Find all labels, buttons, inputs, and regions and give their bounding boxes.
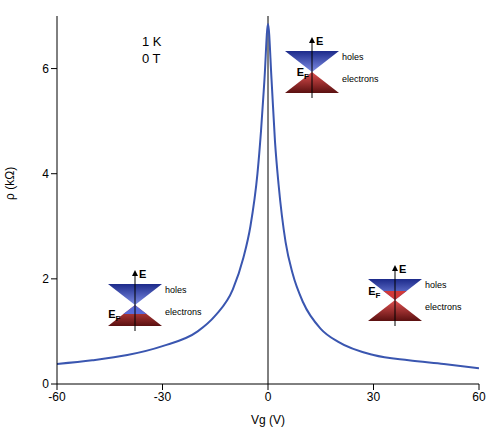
svg-text:30: 30 bbox=[367, 390, 381, 404]
svg-text:Vg (V): Vg (V) bbox=[251, 413, 285, 427]
svg-text:electrons: electrons bbox=[425, 302, 462, 312]
svg-text:2: 2 bbox=[42, 272, 49, 286]
svg-text:0: 0 bbox=[265, 390, 272, 404]
svg-text:EF: EF bbox=[108, 308, 120, 323]
svg-text:electrons: electrons bbox=[342, 74, 379, 84]
svg-text:0 T: 0 T bbox=[142, 51, 161, 66]
svg-text:holes: holes bbox=[342, 52, 364, 62]
svg-text:1 K: 1 K bbox=[142, 34, 162, 49]
svg-text:EF: EF bbox=[368, 285, 380, 300]
svg-text:0: 0 bbox=[42, 377, 49, 391]
svg-text:E: E bbox=[316, 35, 323, 47]
svg-text:holes: holes bbox=[425, 280, 447, 290]
svg-text:ρ (kΩ): ρ (kΩ) bbox=[3, 167, 17, 200]
svg-text:EF: EF bbox=[297, 66, 309, 81]
svg-text:electrons: electrons bbox=[165, 307, 202, 317]
svg-text:6: 6 bbox=[42, 62, 49, 76]
svg-text:holes: holes bbox=[165, 285, 187, 295]
svg-text:4: 4 bbox=[42, 167, 49, 181]
svg-text:60: 60 bbox=[472, 390, 486, 404]
svg-text:-30: -30 bbox=[154, 390, 172, 404]
svg-text:-60: -60 bbox=[48, 390, 66, 404]
svg-text:E: E bbox=[139, 268, 146, 280]
svg-text:E: E bbox=[399, 263, 406, 275]
